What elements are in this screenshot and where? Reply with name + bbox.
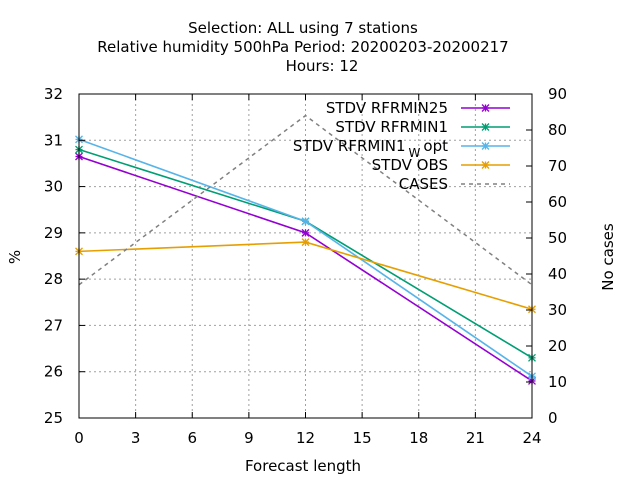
legend-label: STDV RFRMIN1 — [335, 118, 448, 136]
y2-tick-label: 20 — [548, 337, 567, 355]
x-tick-label: 24 — [522, 429, 541, 447]
y-tick-label: 25 — [44, 409, 63, 427]
data-point — [301, 238, 310, 247]
y2-tick-label: 90 — [548, 85, 567, 103]
y-tick-label: 32 — [44, 85, 63, 103]
legend-label: STDV RFRMIN25 — [326, 99, 448, 117]
grid — [79, 94, 532, 418]
title-line-2: Relative humidity 500hPa Period: 2020020… — [97, 38, 508, 56]
y2-tick-label: 10 — [548, 373, 567, 391]
y2-tick-label: 0 — [548, 409, 558, 427]
y-tick-label: 30 — [44, 178, 63, 196]
y-tick-label: 26 — [44, 363, 63, 381]
y2-tick-label: 30 — [548, 301, 567, 319]
x-tick-label: 0 — [74, 429, 84, 447]
y-tick-label: 29 — [44, 224, 63, 242]
y2-tick-labels: 0 10 20 30 40 50 60 70 80 90 — [548, 85, 567, 427]
legend-label: STDV OBS — [372, 156, 448, 174]
x-tick-label: 3 — [131, 429, 141, 447]
y2-axis-label: No cases — [599, 223, 617, 291]
y2-tick-label: 50 — [548, 229, 567, 247]
y2-tick-label: 40 — [548, 265, 567, 283]
series-line-4 — [78, 114, 533, 286]
x-tick-label: 15 — [353, 429, 372, 447]
x-axis-label: Forecast length — [245, 457, 361, 475]
x-tick-label: 6 — [187, 429, 197, 447]
y2-tick-label: 80 — [548, 121, 567, 139]
x-tick-label: 9 — [244, 429, 254, 447]
y2-tick-label: 70 — [548, 157, 567, 175]
data-point — [301, 217, 310, 226]
y-axis-label: % — [6, 250, 24, 264]
x-tick-labels: 0 3 6 9 12 15 18 21 24 — [74, 429, 541, 447]
legend-item: STDV RFRMIN1 — [335, 118, 510, 136]
x-tick-label: 18 — [409, 429, 428, 447]
legend-item: CASES — [399, 175, 510, 193]
x-tick-label: 21 — [466, 429, 485, 447]
data-point — [301, 228, 310, 237]
legend-item: STDV OBS — [372, 156, 510, 174]
y2-tick-label: 60 — [548, 193, 567, 211]
y-tick-labels: 25 26 27 28 29 30 31 32 — [44, 85, 63, 427]
y-tick-label: 27 — [44, 316, 63, 334]
chart-title: Selection: ALL using 7 stations Relative… — [97, 19, 508, 75]
title-line-3: Hours: 12 — [286, 57, 359, 75]
tick-marks — [78, 93, 533, 419]
x-tick-label: 12 — [296, 429, 315, 447]
y-tick-label: 31 — [44, 131, 63, 149]
legend-item: STDV RFRMIN25 — [326, 99, 510, 117]
legend-label: CASES — [399, 175, 448, 193]
title-line-1: Selection: ALL using 7 stations — [188, 19, 418, 37]
y-tick-label: 28 — [44, 270, 63, 288]
